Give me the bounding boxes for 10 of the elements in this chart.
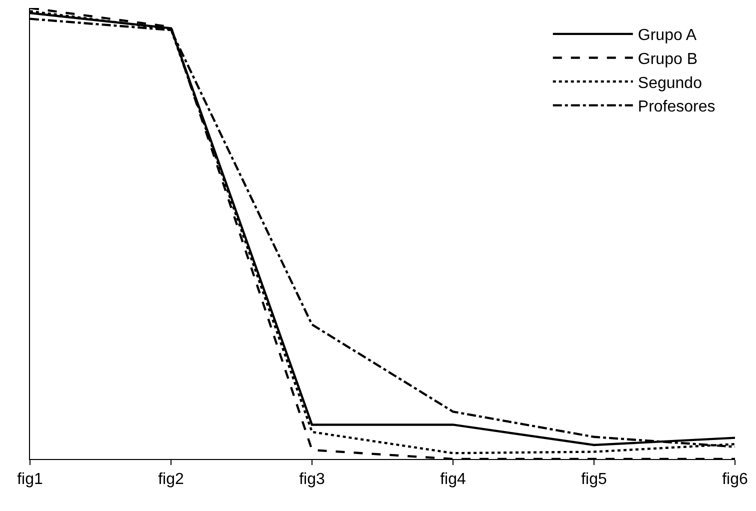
legend-label: Grupo A: [638, 27, 697, 44]
legend-label: Profesores: [638, 98, 716, 116]
x-tick-label: fig5: [581, 471, 607, 488]
x-tick-label: fig4: [440, 471, 466, 488]
x-tick-label: fig6: [722, 471, 748, 488]
x-tick-label: fig2: [158, 471, 184, 488]
x-tick-label: fig1: [17, 471, 43, 488]
legend-label: Segundo: [638, 74, 702, 92]
legend-label: Grupo B: [638, 50, 698, 68]
x-tick-label: fig3: [299, 471, 325, 488]
